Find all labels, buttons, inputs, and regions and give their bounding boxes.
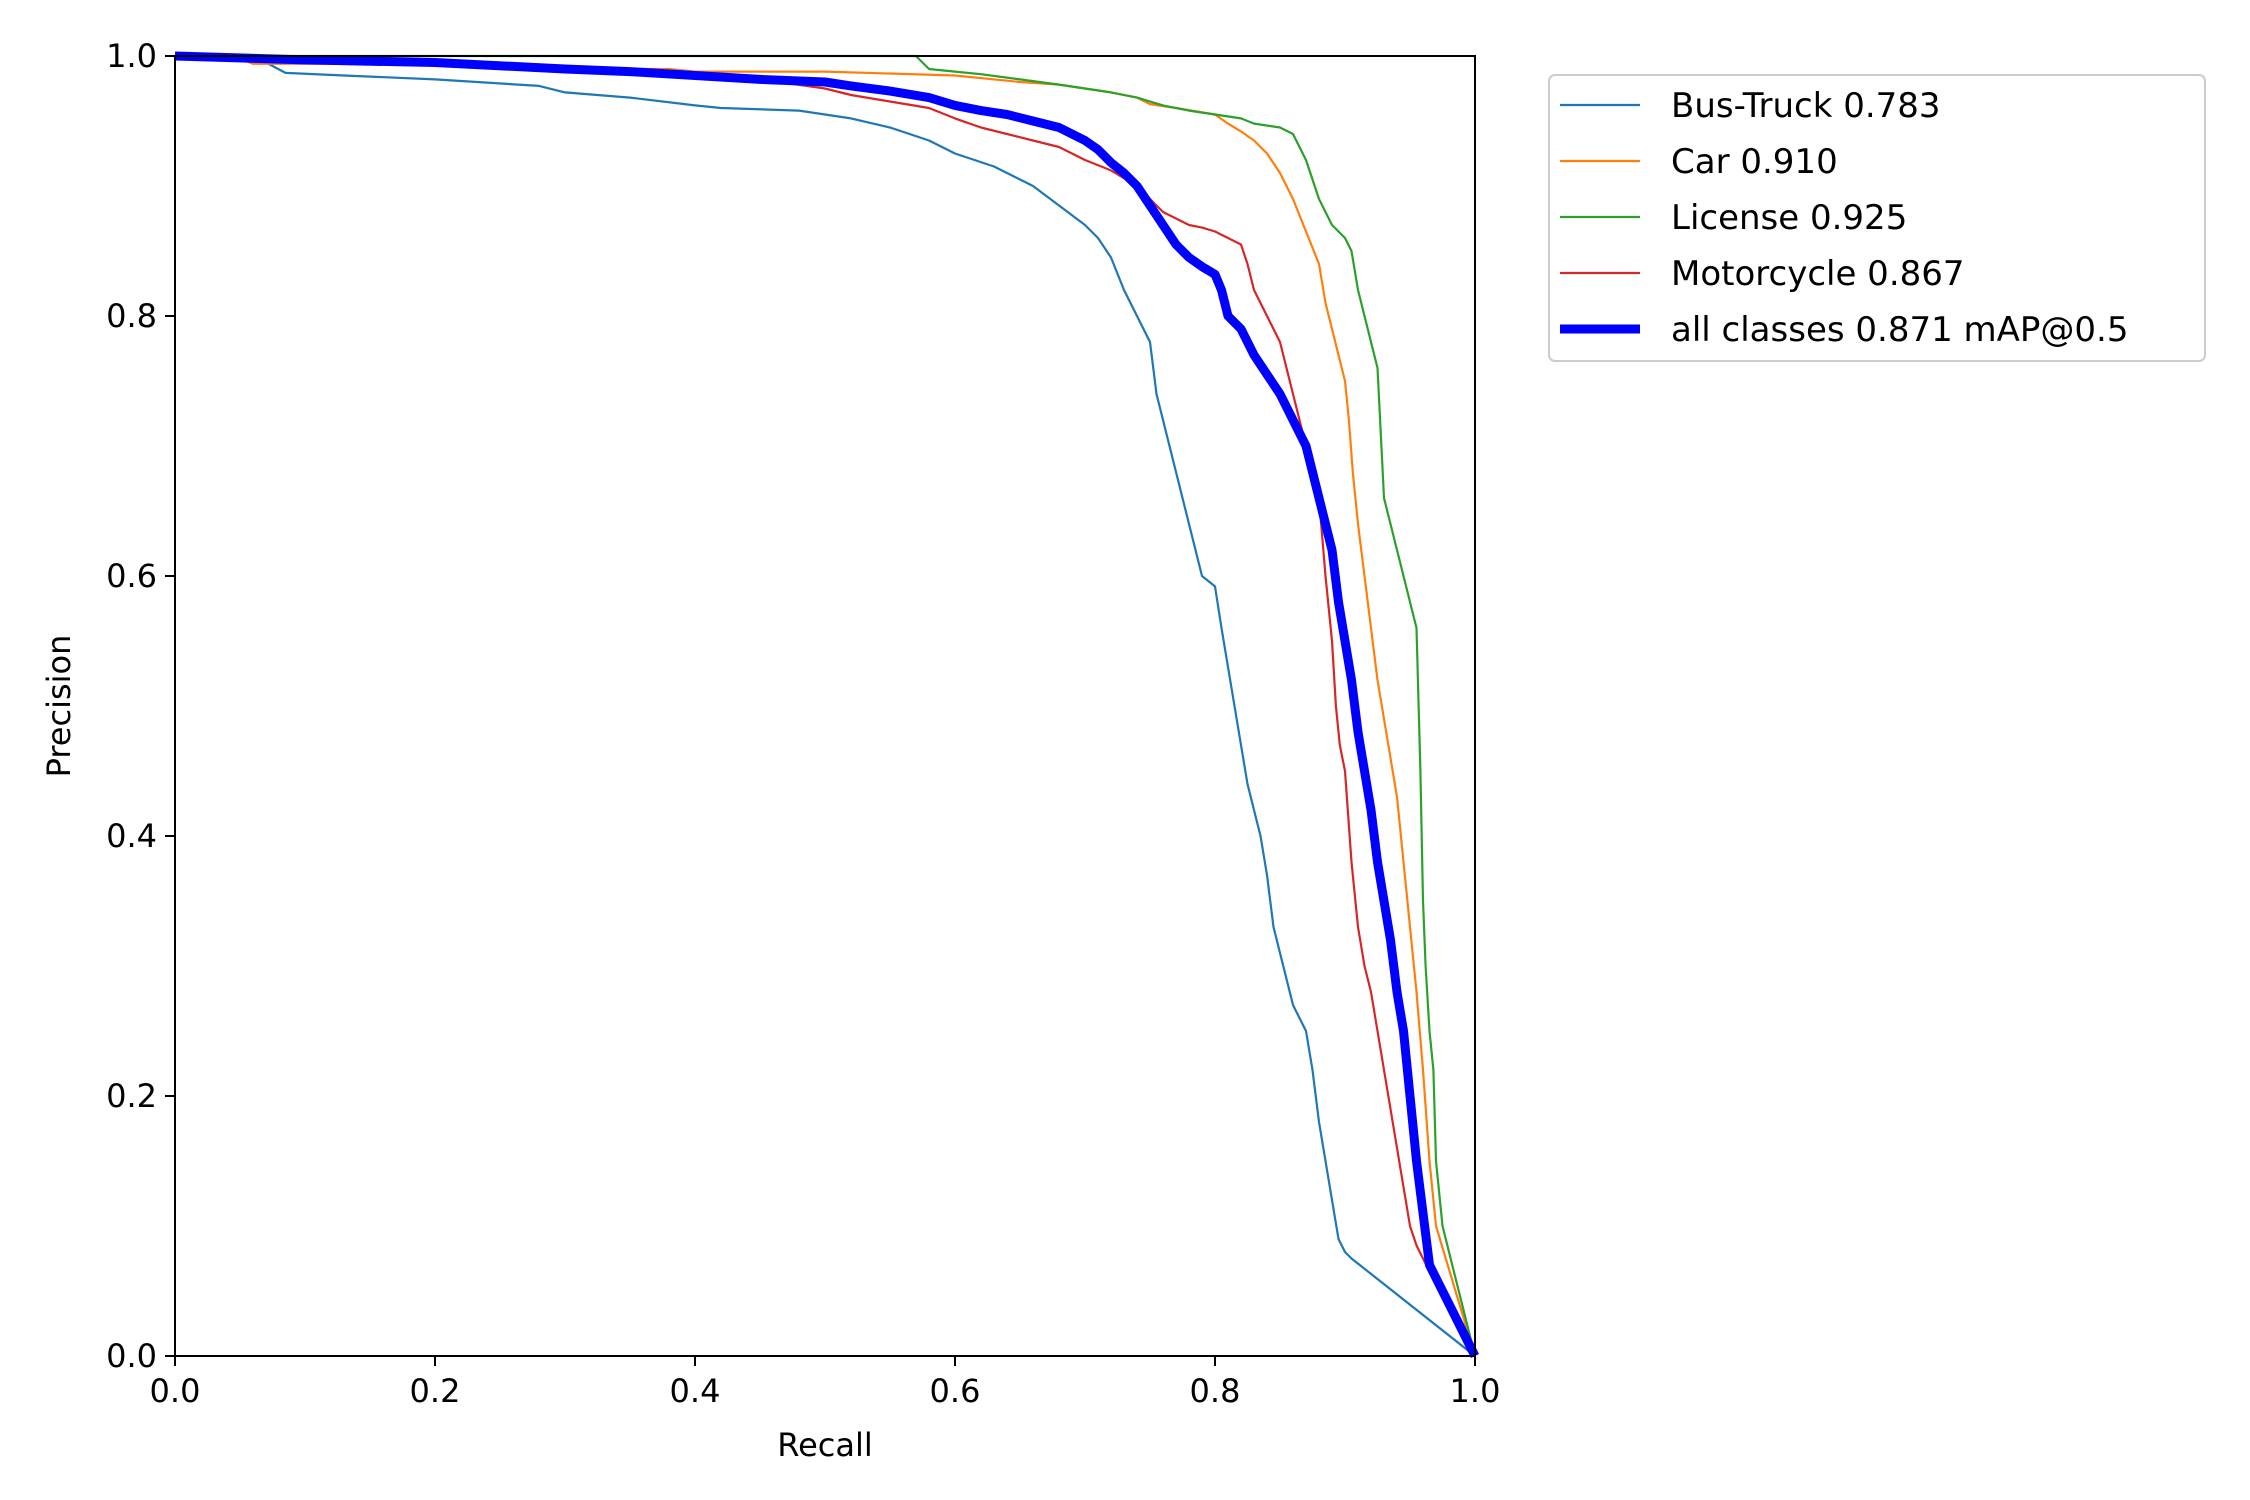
series-line-3 — [174, 54, 1476, 1357]
plot-area-frame — [174, 55, 1476, 1357]
legend-frame — [1548, 74, 2206, 362]
series-line-4 — [174, 51, 1480, 1359]
y-tick-label: 0.4 — [106, 817, 157, 855]
legend: Bus-Truck 0.783 Car 0.910 License 0.925 Mot… — [1548, 74, 2206, 362]
series-line-1 — [174, 54, 1477, 1357]
y-tick-label: 0.2 — [106, 1077, 157, 1115]
y-axis-ticks: 0.0 0.2 0.4 0.6 0.8 1.0 — [106, 37, 175, 1375]
y-tick-label: 0.8 — [106, 297, 157, 335]
series-line-2 — [175, 54, 1477, 1357]
y-axis-label: Precision — [40, 635, 78, 778]
x-tick-label: 0.4 — [670, 1372, 721, 1410]
x-tick-label: 0.8 — [1190, 1372, 1241, 1410]
series-line-0 — [174, 54, 1476, 1357]
x-tick-label: 0.2 — [410, 1372, 461, 1410]
legend-label: License 0.925 — [1671, 198, 1907, 238]
x-tick-label: 0.6 — [930, 1372, 981, 1410]
x-tick-label: 0.0 — [150, 1372, 201, 1410]
y-tick-label: 0.0 — [106, 1337, 157, 1375]
legend-label: Car 0.910 — [1671, 142, 1838, 182]
x-axis-label: Recall — [777, 1426, 872, 1464]
plot-lines — [174, 51, 1480, 1359]
y-tick-label: 0.6 — [106, 557, 157, 595]
legend-label: Motorcycle 0.867 — [1671, 254, 1965, 294]
y-tick-label: 1.0 — [106, 37, 157, 75]
x-axis-ticks: 0.0 0.2 0.4 0.6 0.8 1.0 — [150, 1356, 1501, 1410]
x-tick-label: 1.0 — [1450, 1372, 1501, 1410]
legend-label: all classes 0.871 mAP@0.5 — [1671, 310, 2128, 350]
legend-label: Bus-Truck 0.783 — [1671, 86, 1941, 126]
